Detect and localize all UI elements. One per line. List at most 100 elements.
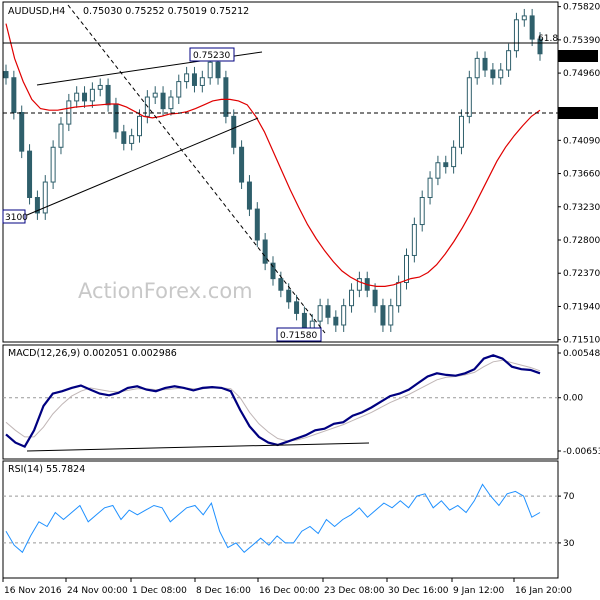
- level-price-label: 0.74480: [561, 109, 598, 119]
- candle-body: [129, 135, 135, 144]
- time-axis-label: 24 Nov 00:00: [67, 586, 128, 596]
- price-axis-tick-label: 0.74960: [563, 69, 600, 79]
- candle-body: [42, 181, 48, 214]
- high-annotation-box: [189, 47, 235, 62]
- panel-frames: [2, 1, 559, 579]
- candle-body: [199, 77, 205, 86]
- low-annotation-label: 0.71580: [280, 331, 317, 341]
- macd-trendline: [26, 442, 370, 452]
- candle-body: [482, 57, 488, 71]
- candle-body: [341, 305, 347, 326]
- price-axis-tick-label: 0.73660: [563, 170, 600, 180]
- price-axis-tick-label: 0.72370: [563, 269, 600, 279]
- candle-body: [191, 73, 197, 86]
- candle-body: [27, 150, 33, 199]
- macd-title: MACD(12,26,9) 0.002051 0.002986: [8, 348, 177, 359]
- moving-average-line: [5, 23, 541, 287]
- candle-body: [152, 92, 158, 98]
- candle-body: [435, 162, 441, 179]
- time-axis-label: 16 Dec 00:00: [259, 586, 320, 596]
- candle-body: [466, 77, 472, 117]
- price-axis-tick-label: 0.75390: [563, 36, 600, 46]
- candle-body: [231, 115, 237, 148]
- current-price-label: 0.75212: [561, 52, 598, 62]
- chart-header-ohlc: 0.75030 0.75252 0.75019 0.75212: [83, 6, 249, 17]
- candle-body: [223, 77, 229, 117]
- rsi-axis-tick-label: 30: [563, 539, 575, 549]
- candle-body: [411, 224, 417, 256]
- candle-body: [160, 92, 166, 110]
- candle-body: [529, 15, 535, 40]
- candle-body: [3, 71, 9, 79]
- candle-body: [121, 131, 127, 144]
- chart-header-symbol: AUDUSD,H4: [8, 6, 65, 17]
- time-axis-label: 9 Jan 12:00: [453, 586, 505, 596]
- candle-body: [215, 61, 221, 79]
- rsi-axis-tick-label: 70: [563, 492, 575, 502]
- macd-panel: [3, 354, 558, 452]
- candle-body: [97, 84, 103, 90]
- rsi-line: [5, 483, 541, 554]
- macd-line: [5, 354, 541, 448]
- candle-body: [419, 197, 425, 226]
- candle-body: [74, 92, 80, 102]
- candle-body: [11, 77, 17, 113]
- candle-body: [451, 146, 457, 168]
- candle-body: [239, 146, 245, 183]
- candle-body: [513, 19, 519, 52]
- lower-channel-trendline: [26, 117, 259, 216]
- candle-body: [278, 278, 284, 291]
- time-axis-label: 30 Dec 16:00: [388, 586, 449, 596]
- price-axis-tick-label: 0.75820: [563, 3, 600, 13]
- candle-body: [537, 38, 543, 55]
- candle-body: [176, 81, 182, 98]
- candle-body: [105, 84, 111, 106]
- candle-body: [458, 115, 464, 148]
- candle-body: [262, 239, 268, 264]
- candle-body: [427, 177, 433, 199]
- macd-panel-frame: [2, 344, 559, 460]
- price-axis-tick-label: 0.74090: [563, 136, 600, 146]
- candle-body: [19, 112, 25, 152]
- time-axis-label: 23 Dec 08:00: [324, 586, 385, 596]
- macd-axis-tick-label: -0.006534: [563, 447, 600, 457]
- candle-body: [207, 61, 213, 79]
- price-axis-tick-label: 0.71940: [563, 302, 600, 312]
- fib-annotation-label: 61.8: [538, 34, 558, 44]
- price-axis-tick-label: 0.72800: [563, 236, 600, 246]
- candle-body: [474, 57, 480, 79]
- candle-body: [137, 115, 142, 137]
- rsi-panel: [3, 483, 558, 554]
- candle-body: [506, 50, 512, 71]
- macd-signal-line: [5, 359, 541, 442]
- candle-body: [317, 305, 323, 322]
- candle-body: [380, 305, 386, 326]
- candle-body: [254, 208, 260, 241]
- candle-body: [246, 181, 252, 210]
- time-axis-label: 16 Jan 20:00: [515, 586, 572, 596]
- candle-body: [388, 305, 394, 326]
- candle-body: [498, 69, 504, 79]
- rsi-title: RSI(14) 55.7824: [8, 464, 85, 475]
- candle-body: [82, 92, 88, 102]
- axes: 0.75820 0.75390 0.74960 0.74090 0.73660 0.732…: [2, 3, 600, 596]
- level-price-tag: [558, 107, 598, 119]
- time-axis-label: 8 Dec 16:00: [196, 586, 251, 596]
- candle-body: [521, 15, 527, 21]
- candle-body: [490, 69, 496, 79]
- low-annotation-box: [276, 327, 322, 342]
- candle-body: [356, 278, 362, 291]
- candle-body: [89, 88, 95, 102]
- candle-body: [58, 123, 64, 148]
- candle-body: [443, 162, 449, 168]
- price-axis-tick-label: 0.71510: [563, 336, 600, 346]
- candle-body: [184, 73, 190, 83]
- macd-axis-tick-label: 0.005484: [563, 349, 600, 359]
- candle-body: [372, 289, 378, 307]
- watermark: ActionForex.com: [78, 279, 253, 303]
- candle-body: [50, 146, 56, 183]
- time-axis-label: 16 Nov 2016: [4, 586, 62, 596]
- time-axis-label: 1 Dec 08:00: [132, 586, 187, 596]
- candle-body: [168, 96, 174, 110]
